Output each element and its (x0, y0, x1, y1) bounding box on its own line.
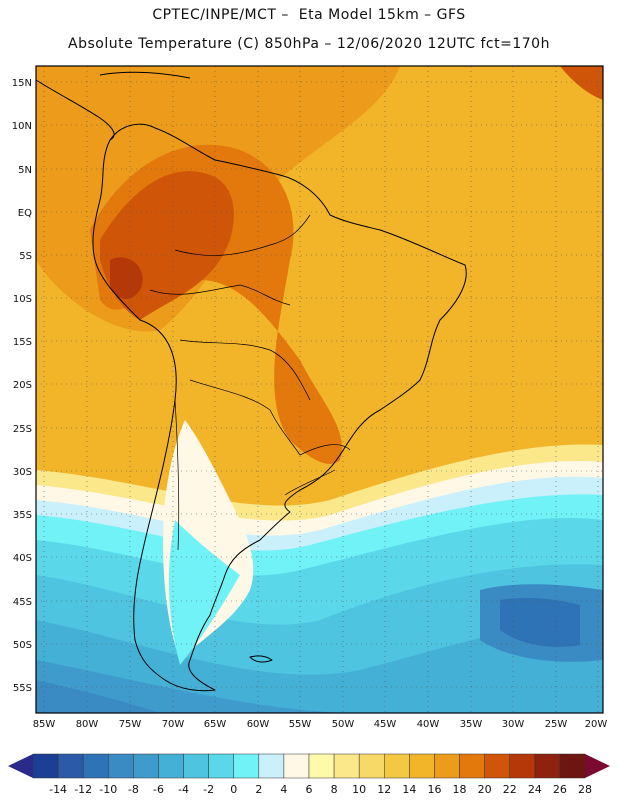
colorbar-tick-label: 4 (280, 783, 287, 796)
colorbar-tick-labels: -14 -12 -10 -8 -6 -4 -2 0 2 4 6 8 10 12 14 16 18 20 22 24 26… (49, 783, 592, 796)
lon-label: 55W (289, 719, 312, 730)
lat-label: 55S (13, 683, 32, 694)
colorbar-tick-label: 6 (306, 783, 313, 796)
lon-label: 65W (204, 719, 227, 730)
colorbar-tick-label: -4 (178, 783, 189, 796)
colorbar-swatch (158, 753, 184, 779)
colorbar-swatch (358, 753, 385, 779)
lon-label: 30W (502, 719, 525, 730)
colorbar-tick-label: 20 (478, 783, 492, 796)
lat-label: 30S (13, 467, 32, 478)
lat-labels: 15N 10N 5N EQ 5S 10S 15S 20S 25S 30S 35S… (12, 78, 32, 694)
lon-label: 20W (585, 719, 608, 730)
temperature-field (36, 66, 603, 713)
colorbar-tick-label: 24 (528, 783, 542, 796)
colorbar-swatch (283, 753, 310, 779)
colorbar-swatch (57, 753, 84, 779)
colorbar-tick-label: 14 (402, 783, 416, 796)
colorbar-tick-label: -8 (128, 783, 139, 796)
lon-label: 40W (417, 719, 440, 730)
lat-label: 35S (13, 510, 32, 521)
colorbar: -14 -12 -10 -8 -6 -4 -2 0 2 4 6 8 10 12 14 16 18 20 22 24 26… (8, 753, 610, 796)
lat-label: EQ (18, 208, 32, 219)
lat-label: 15N (12, 78, 32, 89)
map-title-line1: CPTEC/INPE/MCT – Eta Model 15km – GFS (152, 7, 466, 23)
lon-label: 70W (162, 719, 185, 730)
colorbar-tick-label: 8 (331, 783, 338, 796)
country-borders (149, 214, 351, 551)
colorbar-swatch (133, 753, 159, 779)
lon-label: 45W (374, 719, 397, 730)
colorbar-swatch (183, 753, 209, 779)
lon-label: 75W (119, 719, 142, 730)
lon-labels: 85W 80W 75W 70W 65W 60W 55W 50W 45W 40W … (33, 719, 608, 730)
colorbar-tick-label: 22 (503, 783, 517, 796)
lon-label: 25W (545, 719, 568, 730)
colorbar-tick-label: 26 (553, 783, 567, 796)
lon-label: 85W (33, 719, 56, 730)
colorbar-swatch (32, 753, 59, 779)
colorbar-tick-label: -12 (74, 783, 92, 796)
colorbar-tick-label: 10 (352, 783, 366, 796)
lat-label: 5N (18, 165, 32, 176)
lat-label: 10N (12, 121, 32, 132)
colorbar-tick-label: 16 (427, 783, 441, 796)
lat-label: 45S (13, 597, 32, 608)
lat-label: 5S (19, 251, 32, 262)
colorbar-swatch (484, 753, 510, 779)
colorbar-swatch (384, 753, 410, 779)
colorbar-swatch (333, 753, 360, 779)
colorbar-swatch (108, 753, 134, 779)
colorbar-swatch (409, 753, 435, 779)
colorbar-tick-label: 0 (230, 783, 237, 796)
colorbar-tick-label: -2 (203, 783, 214, 796)
colorbar-swatch (534, 753, 561, 779)
lat-label: 50S (13, 640, 32, 651)
colorbar-swatch (434, 753, 460, 779)
colorbar-swatch (459, 753, 485, 779)
lat-label: 10S (13, 294, 32, 305)
colorbar-tick-label: -6 (153, 783, 164, 796)
lat-label: 15S (13, 337, 32, 348)
colorbar-tick-label: 18 (453, 783, 467, 796)
colorbar-tick-label: -14 (49, 783, 67, 796)
colorbar-swatch (559, 753, 586, 779)
lon-label: 35W (460, 719, 483, 730)
colorbar-over-arrow (585, 754, 610, 778)
plot-frame (35, 65, 604, 714)
lon-label: 80W (76, 719, 99, 730)
lat-label: 20S (13, 380, 32, 391)
colorbar-swatch (82, 753, 109, 779)
colorbar-swatch (509, 753, 536, 779)
colorbar-swatch (258, 753, 285, 779)
colorbar-swatch (233, 753, 260, 779)
colorbar-under-arrow (8, 754, 33, 778)
lon-label: 50W (332, 719, 355, 730)
caribbean-islands (99, 71, 191, 79)
colorbar-tick-label: -10 (99, 783, 117, 796)
map-title-line2: Absolute Temperature (C) 850hPa – 12/06/… (68, 36, 550, 52)
falkland-islands (249, 655, 273, 663)
lon-label: 60W (247, 719, 270, 730)
lat-label: 40S (13, 553, 32, 564)
colorbar-tick-label: 2 (255, 783, 262, 796)
colorbar-swatch (208, 753, 234, 779)
colorbar-tick-label: 12 (377, 783, 391, 796)
central-america-outline (35, 79, 115, 141)
colorbar-swatches (32, 753, 586, 779)
lat-label: 25S (13, 424, 32, 435)
colorbar-tick-label: 28 (578, 783, 592, 796)
colorbar-swatch (308, 753, 335, 779)
